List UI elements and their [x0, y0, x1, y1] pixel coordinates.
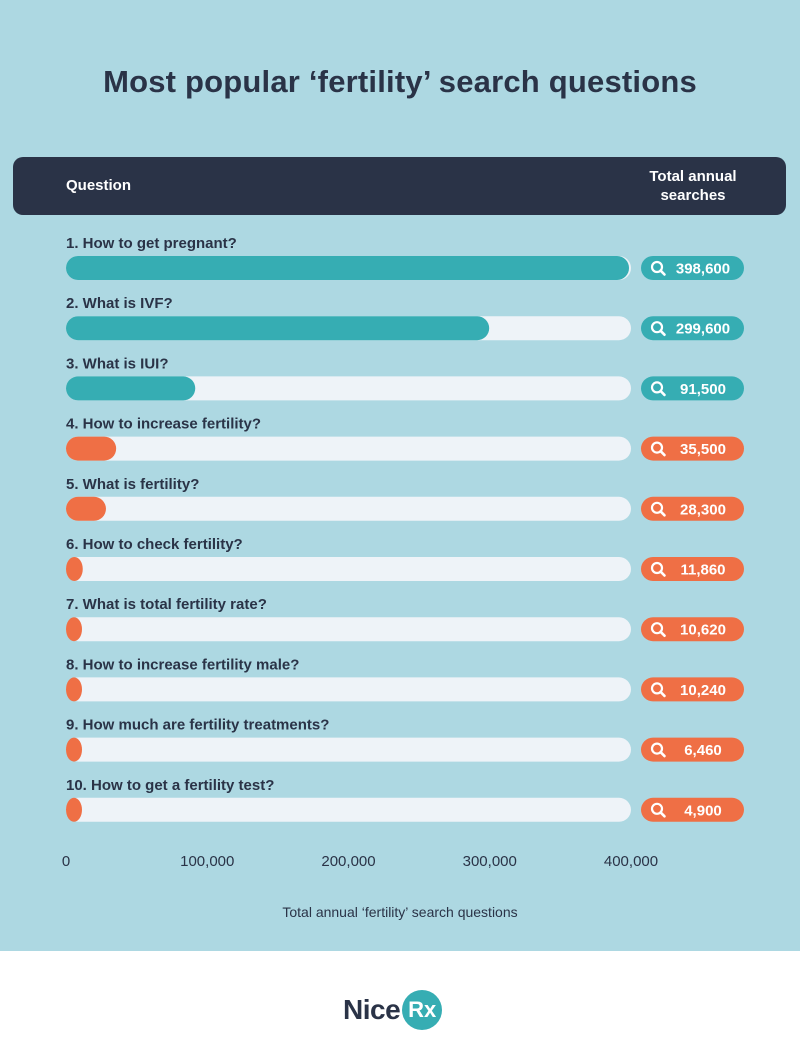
search-icon [650, 682, 664, 695]
bar-track [66, 436, 631, 461]
value-label: 10,240 [680, 682, 726, 699]
value-badge [641, 256, 744, 280]
value-label: 6,460 [684, 742, 722, 759]
value-label: 299,600 [676, 321, 730, 338]
question-label: 9. How much are fertility treatments? [66, 717, 329, 734]
x-tick-label: 300,000 [463, 853, 517, 870]
value-label: 10,620 [680, 622, 726, 639]
x-tick-label: 0 [62, 853, 70, 870]
logo-rx-badge: Rx [402, 990, 443, 1030]
nicerx-logo: Nice Rx [343, 990, 443, 1030]
bar-track [66, 677, 631, 702]
bar [66, 797, 82, 822]
bar [66, 316, 490, 341]
value-badge [641, 436, 744, 461]
value-badge [641, 617, 744, 642]
bar [66, 737, 82, 762]
search-icon-handle [659, 811, 666, 818]
search-icon-handle [659, 269, 666, 276]
chart-title: Most popular ‘fertility’ search question… [103, 64, 697, 99]
bar [66, 617, 82, 642]
bar [66, 677, 82, 702]
value-label: 28,300 [680, 501, 726, 518]
value-badge [641, 677, 744, 702]
search-icon-handle [659, 389, 666, 397]
search-icon-handle [659, 690, 666, 698]
bar [66, 436, 117, 461]
value-badge [641, 496, 744, 521]
bar-chart: 1. How to get pregnant? 398,600 2. What is… [62, 235, 744, 920]
bar-track [66, 496, 631, 521]
bar-track [66, 376, 631, 401]
logo-nice-text: Nice [343, 994, 401, 1025]
value-badge [641, 797, 744, 822]
x-tick-label: 400,000 [604, 853, 658, 870]
bar-track [66, 797, 631, 822]
bar-track [66, 617, 631, 642]
bar-track [66, 557, 631, 581]
search-icon-handle [659, 449, 666, 457]
logo-rx-text: Rx [408, 997, 437, 1022]
search-icon [650, 441, 664, 454]
question-label: 8. How to increase fertility male? [66, 656, 299, 673]
question-label: 7. What is total fertility rate? [66, 596, 267, 613]
bar [66, 496, 106, 521]
bar [66, 256, 630, 280]
value-badge [641, 557, 744, 581]
header-total-label: Total annual searches [628, 167, 758, 205]
value-label: 398,600 [676, 261, 730, 278]
question-label: 1. How to get pregnant? [66, 235, 237, 252]
search-icon [650, 381, 664, 394]
search-icon [650, 742, 664, 755]
value-badge [641, 376, 744, 401]
question-label: 2. What is IVF? [66, 295, 173, 312]
header-total-line2: searches [660, 187, 726, 204]
x-axis-title: Total annual ‘fertility’ search question… [282, 904, 517, 920]
search-icon [650, 622, 664, 635]
search-icon [650, 501, 664, 514]
x-tick-label: 100,000 [180, 853, 234, 870]
value-label: 4,900 [684, 802, 722, 819]
value-badge [641, 316, 744, 341]
bar-track [66, 737, 631, 762]
question-label: 4. How to increase fertility? [66, 416, 261, 433]
question-label: 6. How to check fertility? [66, 536, 243, 553]
search-icon [650, 321, 664, 334]
search-icon-handle [659, 630, 666, 638]
table-header: Question Total annual searches [13, 157, 786, 215]
search-icon-handle [659, 750, 666, 758]
value-label: 11,860 [680, 562, 725, 579]
search-icon-handle [659, 510, 666, 517]
search-icon [650, 260, 664, 274]
value-badge [641, 737, 744, 762]
header-total-line1: Total annual [649, 168, 737, 185]
search-icon-handle [659, 329, 666, 337]
value-label: 91,500 [680, 381, 726, 398]
bar [66, 557, 83, 581]
question-label: 3. What is IUI? [66, 355, 169, 372]
search-icon [650, 802, 664, 815]
value-label: 35,500 [680, 441, 726, 458]
question-label: 5. What is fertility? [66, 476, 199, 493]
search-icon [650, 561, 664, 575]
header-question-label: Question [66, 177, 132, 194]
search-icon-handle [659, 570, 666, 577]
bar [66, 376, 196, 401]
x-tick-label: 200,000 [321, 853, 375, 870]
footer [0, 951, 800, 1058]
question-label: 10. How to get a fertility test? [66, 777, 274, 794]
